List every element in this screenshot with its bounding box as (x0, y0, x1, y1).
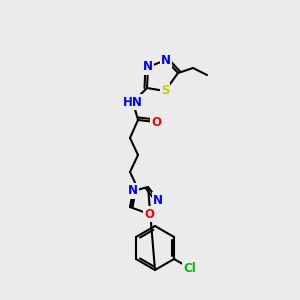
Text: O: O (144, 208, 154, 220)
Text: N: N (143, 61, 153, 74)
Text: N: N (153, 194, 163, 206)
Text: HN: HN (123, 95, 143, 109)
Text: N: N (128, 184, 138, 197)
Text: N: N (161, 53, 171, 67)
Text: Cl: Cl (183, 262, 196, 275)
Text: S: S (161, 85, 169, 98)
Text: O: O (151, 116, 161, 128)
